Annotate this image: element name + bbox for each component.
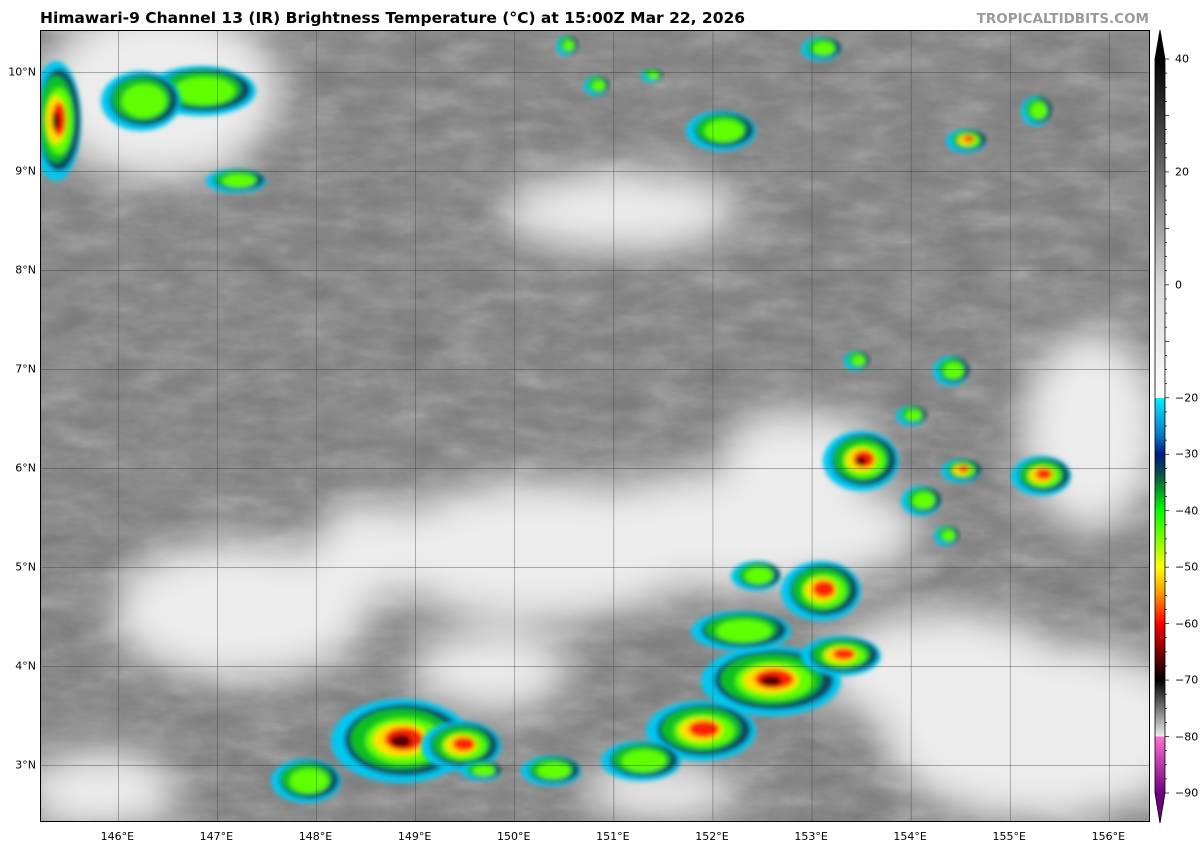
lon-tick-label: 149°E [397,830,432,843]
convective-cell [556,36,578,56]
colorbar-tick-label: −50 [1175,560,1199,574]
convective-cell [941,459,981,483]
convective-cell [686,111,756,151]
convective-cell [521,756,581,786]
convective-cell [584,76,610,96]
colorbar-tick-label: −70 [1175,673,1199,687]
lon-tick-label: 153°E [794,830,828,843]
colorbar-tick-label: −60 [1175,617,1199,631]
lon-tick-label: 156°E [1091,830,1126,843]
convective-cell [844,351,870,371]
convective-cell [461,761,501,781]
colorbar-tick-label: 40 [1175,52,1189,66]
cloud-patch [821,611,1061,731]
cloud-patch [41,751,181,821]
lon-tick-label: 151°E [596,830,630,843]
convective-cell [271,759,341,803]
convective-cell [421,721,501,771]
colorbar-tick-label: −90 [1175,786,1199,800]
convective-cell [731,561,781,591]
cloud-patch [411,631,571,711]
convective-cell [206,169,266,193]
lat-tick-label: 7°N [15,362,36,376]
cloud-patch [111,541,371,681]
convective-cell [823,431,899,491]
colorbar-tick-label: −30 [1175,447,1199,461]
chart-title: Himawari-9 Channel 13 (IR) Brightness Te… [40,9,746,27]
colorbar-tick-label: −20 [1175,391,1199,405]
lon-tick-label: 146°E [100,830,135,843]
lon-tick-label: 155°E [992,830,1026,843]
convective-cell [781,561,861,621]
gridlines [41,31,1149,821]
convective-cell [933,356,970,386]
lat-tick-label: 6°N [15,461,36,475]
convective-cell [934,526,960,546]
brand-watermark: TROPICALTIDBITS.COM [976,11,1149,27]
cloud-patch [561,471,921,591]
convective-cell [901,486,941,516]
lat-tick-label: 8°N [15,263,36,277]
lon-tick-label: 148°E [298,830,333,843]
convective-cell [41,61,81,181]
colorbar-tick-label: 0 [1175,278,1182,292]
lat-tick-label: 10°N [8,65,36,79]
satellite-map [40,30,1150,822]
cloud-patch [311,501,431,601]
colorbar-tick-label: −40 [1175,504,1199,518]
colorbar-tick-label: −80 [1175,730,1199,744]
lon-tick-label: 147°E [199,830,234,843]
convective-cell [1021,96,1052,126]
lat-tick-label: 5°N [15,560,36,574]
lat-tick-label: 4°N [15,659,36,673]
convective-cell [1011,456,1071,496]
colorbar [1154,29,1169,824]
convective-cell [946,129,986,153]
cloud-patch [501,171,741,251]
convective-cell [801,37,841,61]
convective-cell [801,636,881,676]
lon-tick-label: 150°E [496,830,531,843]
lat-tick-label: 3°N [15,758,36,772]
convective-cell [601,741,681,781]
lon-tick-label: 154°E [893,830,927,843]
lat-tick-label: 9°N [15,164,36,178]
colorbar-tick-label: 20 [1175,165,1189,179]
convective-cell [691,611,791,651]
lon-tick-label: 152°E [695,830,729,843]
convective-cell [101,71,181,131]
convective-cell [646,701,756,761]
